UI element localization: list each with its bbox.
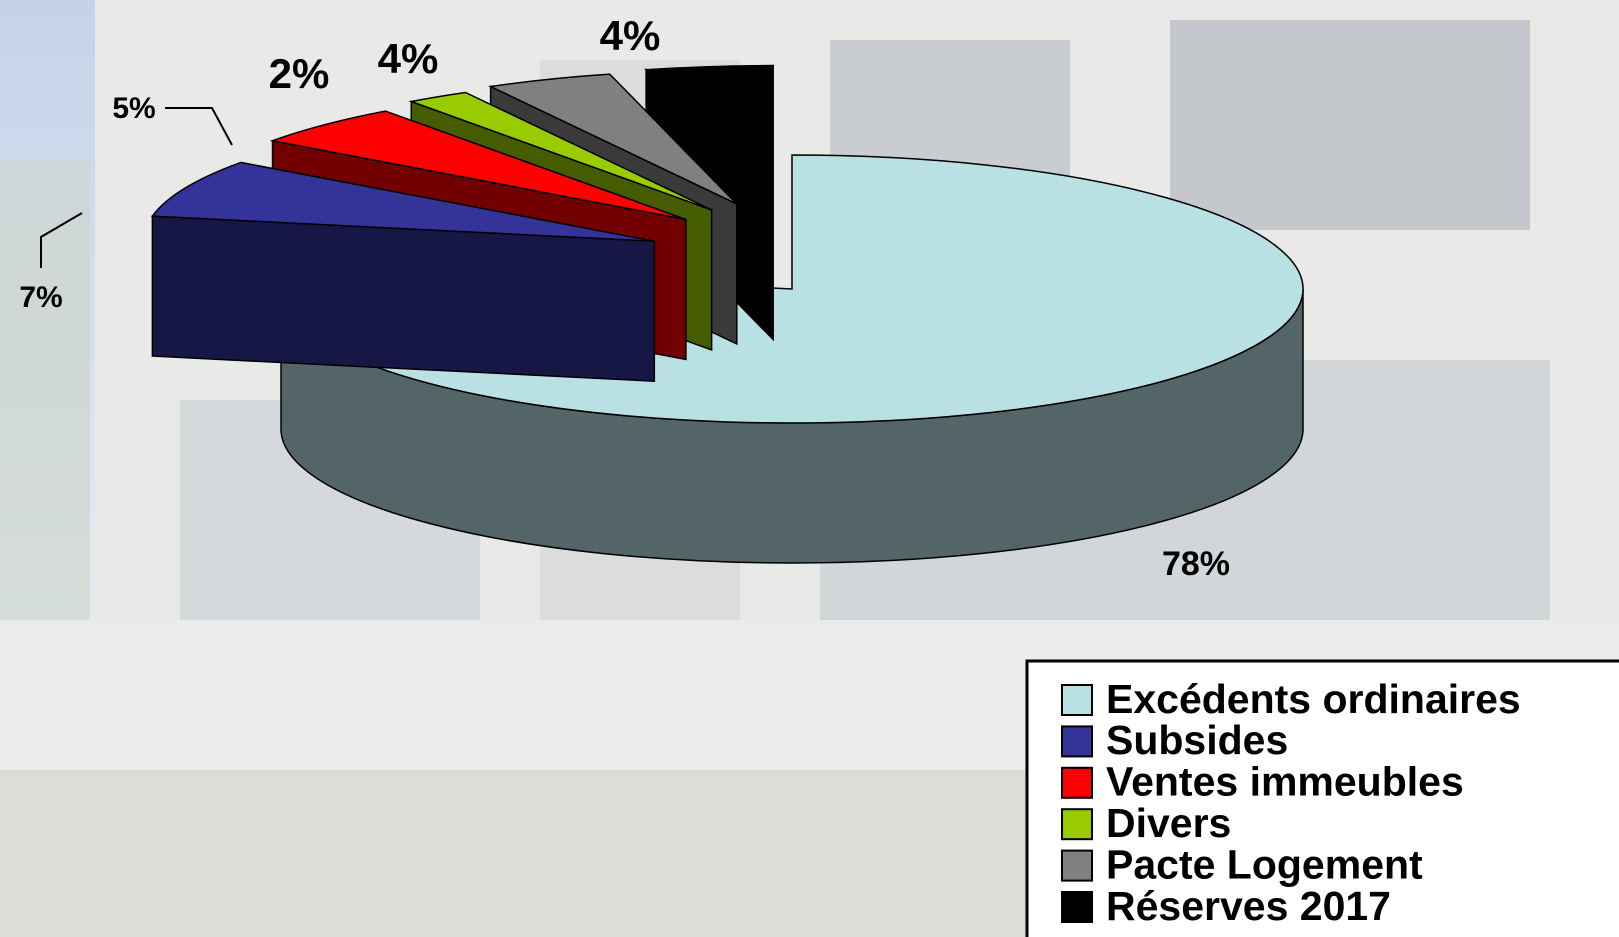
data-label: 7% [19,281,62,314]
data-label: 78% [1162,545,1230,583]
slice [150,161,656,382]
slice-top [488,73,738,205]
data-label: 2% [269,50,330,97]
slice-top [269,110,687,221]
legend-label: Réserves 2017 [1106,883,1391,929]
legend-label: Divers [1106,800,1231,846]
slice-top [150,161,655,242]
legend-swatch [1061,808,1093,841]
slice-top [408,91,712,211]
data-label: 5% [112,92,155,125]
slice-top [644,64,774,202]
legend-label: Excédents ordinaires [1106,676,1521,722]
legend-label: Subsides [1106,717,1288,763]
data-labels: 78% 7% 5% 2% 4% 4% [19,12,1230,583]
data-label: 4% [378,35,439,82]
pie [150,64,1304,564]
legend-swatch [1061,684,1093,716]
legend-swatch [1061,849,1093,882]
leader-lines [40,107,233,268]
legend-swatch [1061,766,1093,799]
legend-swatch [1061,725,1093,758]
slice-side [151,215,656,382]
data-label: 4% [600,12,661,59]
legend-label: Ventes immeubles [1106,759,1464,805]
legend-swatch [1061,891,1093,923]
legend-label: Pacte Logement [1106,841,1423,887]
legend-box [1025,659,1619,937]
